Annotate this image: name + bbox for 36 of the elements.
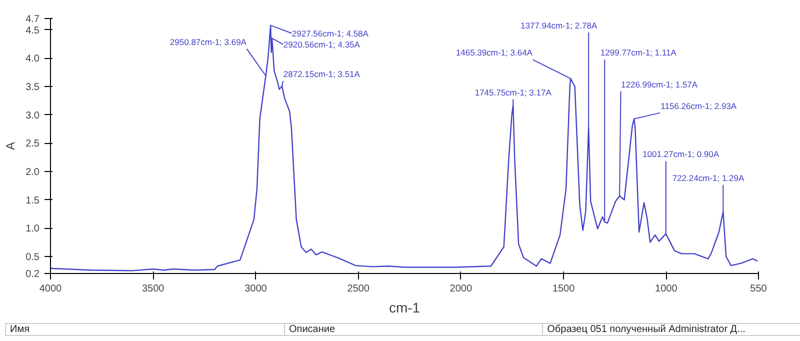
text: Имя bbox=[6, 324, 285, 336]
annotation: 722.24cm-1; 1.29A bbox=[672, 172, 744, 183]
y-tick-label: 2.5 bbox=[26, 138, 40, 150]
y-axis-title: A bbox=[4, 142, 18, 150]
annotation: 1299.77cm-1; 1.11A bbox=[600, 48, 677, 58]
annotation: 2872.15cm-1; 3.51A bbox=[283, 68, 360, 79]
y-tick-label: 4.7 bbox=[26, 14, 40, 25]
y-tick-label: 3.0 bbox=[26, 110, 40, 122]
annotation: 1745.75cm-1; 3.17A bbox=[474, 87, 552, 98]
annotation: 2927.56cm-1; 4.58A bbox=[292, 28, 369, 38]
x-tick-label: 3000 bbox=[244, 284, 268, 294]
x-tick-label: 550 bbox=[750, 284, 768, 294]
y-tick-label: 3.5 bbox=[26, 82, 40, 93]
y-tick-label: 4.0 bbox=[26, 54, 40, 65]
y-tick-label: 1.5 bbox=[26, 195, 40, 206]
y-tick-label: 0.2 bbox=[26, 269, 40, 280]
x-tick-label: 2500 bbox=[347, 284, 370, 294]
x-tick-label: 4000 bbox=[39, 284, 62, 294]
annotation: 1226.99cm-1; 1.57A bbox=[621, 79, 698, 90]
annotation: 2920.56cm-1; 4.35A bbox=[283, 39, 360, 50]
x-tick-label: 1000 bbox=[655, 284, 678, 294]
annotation: 1001.27cm-1; 0.90A bbox=[642, 149, 720, 160]
annotation: 1156.26cm-1; 2.93A bbox=[660, 100, 737, 111]
text: Образец 051 полученный Administrator Д... bbox=[542, 324, 800, 336]
y-tick-label: 4.5 bbox=[26, 25, 40, 36]
y-tick-label: 0.5 bbox=[26, 252, 40, 263]
annotation: 1465.39cm-1; 3.64A bbox=[456, 48, 533, 58]
y-tick-label: 1.0 bbox=[26, 224, 40, 235]
x-tick-label: 3500 bbox=[142, 284, 165, 294]
x-tick-label: 1500 bbox=[552, 284, 576, 294]
x-axis-title: cm-1 bbox=[388, 300, 420, 316]
annotation: 2950.87cm-1; 3.69A bbox=[170, 36, 247, 47]
x-tick-label: 2000 bbox=[450, 284, 472, 294]
y-tick-label: 2.0 bbox=[26, 167, 40, 178]
text: Описание bbox=[284, 324, 543, 336]
annotation: 1377.94cm-1; 2.78A bbox=[520, 20, 598, 30]
